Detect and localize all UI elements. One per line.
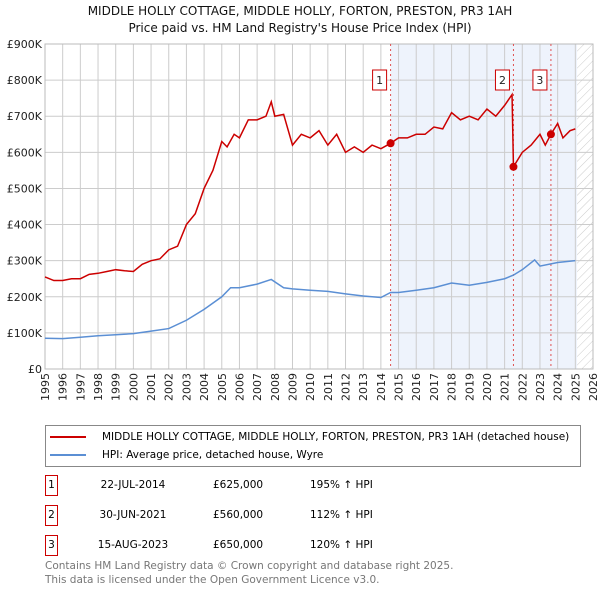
sale-point xyxy=(386,139,395,148)
y-tick-label: £100K xyxy=(7,327,43,340)
sale-row: 1 22-JUL-2014 £625,000 195% ↑ HPI xyxy=(45,475,445,496)
legend-item-hpi: HPI: Average price, detached house, Wyre xyxy=(50,447,323,463)
series-line xyxy=(44,92,576,282)
x-tick-label: 2003 xyxy=(180,373,193,401)
sale-date: 30-JUN-2021 xyxy=(99,509,167,521)
sale-price: £650,000 xyxy=(213,539,264,551)
x-tick-label: 2023 xyxy=(534,373,547,401)
x-tick-label: 2020 xyxy=(481,373,494,401)
x-tick-label: 2024 xyxy=(552,373,565,401)
plot-area: 1995 1996 1997 1998 1999 2000 2001 2002 2003 2004… xyxy=(7,38,600,401)
chart-subtitle: Price paid vs. HM Land Registry's House … xyxy=(128,21,472,35)
x-tick-label: 2019 xyxy=(463,373,476,401)
series-line xyxy=(44,258,576,340)
x-tick-label: 1997 xyxy=(74,373,87,401)
sale-marker-label: 2 xyxy=(45,505,58,526)
y-tick-label: £800K xyxy=(7,74,43,87)
x-tick-label: 2004 xyxy=(198,373,211,401)
chart-title: MIDDLE HOLLY COTTAGE, MIDDLE HOLLY, FORT… xyxy=(87,4,513,18)
legend-label: MIDDLE HOLLY COTTAGE, MIDDLE HOLLY, FORT… xyxy=(102,430,570,443)
y-tick-label: £300K xyxy=(7,255,43,268)
x-tick-label: 2017 xyxy=(428,373,441,401)
sale-marker-label: 3 xyxy=(536,74,543,87)
sale-marker-label: 1 xyxy=(45,475,58,496)
sale-point xyxy=(509,162,518,171)
sale-row: 2 30-JUN-2021 £560,000 112% ↑ HPI xyxy=(45,505,445,526)
x-tick-label: 2011 xyxy=(322,373,335,401)
sale-price: £560,000 xyxy=(213,509,264,521)
sale-marker-label: 2 xyxy=(499,74,506,87)
x-tick-label: 2022 xyxy=(516,373,529,401)
x-tick-label: 1998 xyxy=(92,373,105,401)
footer-licence: This data is licensed under the Open Gov… xyxy=(45,574,380,586)
x-tick-label: 2018 xyxy=(446,373,459,401)
legend-item-property: MIDDLE HOLLY COTTAGE, MIDDLE HOLLY, FORT… xyxy=(50,429,569,445)
x-tick-label: 1999 xyxy=(110,373,123,401)
x-tick-label: 2016 xyxy=(410,373,423,401)
x-tick-label: 2008 xyxy=(269,373,282,401)
sale-date: 15-AUG-2023 xyxy=(97,539,169,551)
x-tick-label: 2007 xyxy=(251,373,264,401)
footer-copyright: Contains HM Land Registry data © Crown c… xyxy=(45,560,454,572)
x-tick-label: 2009 xyxy=(286,373,299,401)
legend-swatch xyxy=(50,436,86,438)
x-tick-label: 2013 xyxy=(357,373,370,401)
x-tick-label: 2015 xyxy=(393,373,406,401)
y-tick-label: £400K xyxy=(7,219,43,232)
x-tick-label: 2026 xyxy=(587,373,600,401)
sale-price: £625,000 xyxy=(213,479,264,491)
x-tick-label: 2025 xyxy=(569,373,582,401)
x-tick-label: 1995 xyxy=(39,373,52,401)
sale-period-shading xyxy=(390,44,578,369)
y-tick-label: £700K xyxy=(7,110,43,123)
legend-swatch xyxy=(50,454,86,456)
y-tick-label: £200K xyxy=(7,291,43,304)
x-tick-label: 2005 xyxy=(216,373,229,401)
x-tick-label: 2010 xyxy=(304,373,317,401)
sale-date: 22-JUL-2014 xyxy=(100,479,166,491)
sale-point xyxy=(546,130,555,139)
sale-hpi: 195% ↑ HPI xyxy=(310,479,373,491)
x-tick-label: 2006 xyxy=(233,373,246,401)
x-tick-label: 2000 xyxy=(127,373,140,401)
plot-frame xyxy=(44,43,594,370)
y-tick-label: £500K xyxy=(7,182,43,195)
y-tick-label: £900K xyxy=(7,38,43,51)
x-tick-label: 2014 xyxy=(375,373,388,401)
x-tick-label: 2002 xyxy=(163,373,176,401)
sale-marker-box xyxy=(372,69,388,91)
sale-marker-label: 1 xyxy=(376,74,383,87)
sale-marker-label: 3 xyxy=(45,535,58,556)
x-tick-label: 2021 xyxy=(499,373,512,401)
y-tick-label: £600K xyxy=(7,146,43,159)
x-tick-label: 1996 xyxy=(57,373,70,401)
y-tick-label: £0 xyxy=(28,363,42,376)
sale-marker-box xyxy=(532,69,548,91)
x-tick-label: 2012 xyxy=(340,373,353,401)
legend-label: HPI: Average price, detached house, Wyre xyxy=(102,448,324,461)
sale-marker-box xyxy=(494,69,510,91)
legend: MIDDLE HOLLY COTTAGE, MIDDLE HOLLY, FORT… xyxy=(45,425,581,467)
sale-hpi: 120% ↑ HPI xyxy=(310,539,373,551)
forecast-hatch xyxy=(577,44,593,369)
sale-row: 3 15-AUG-2023 £650,000 120% ↑ HPI xyxy=(45,535,445,556)
x-tick-label: 2001 xyxy=(145,373,158,401)
sale-hpi: 112% ↑ HPI xyxy=(310,509,373,521)
